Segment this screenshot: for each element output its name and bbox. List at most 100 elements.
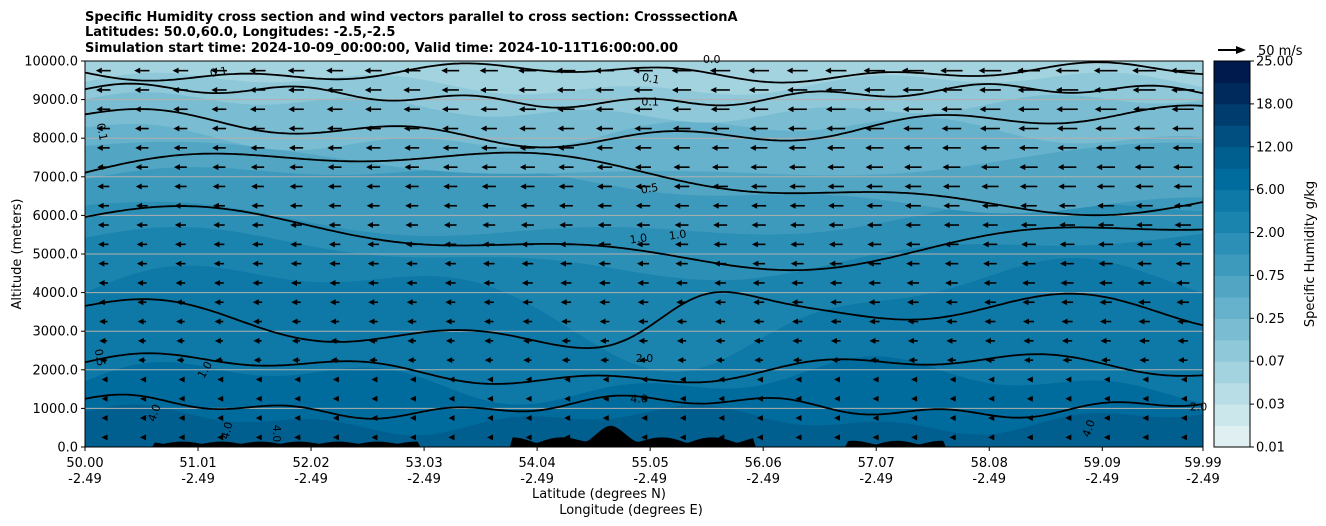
wind-arrow xyxy=(637,279,649,286)
wind-arrow xyxy=(635,183,651,190)
wind-arrowhead xyxy=(367,222,374,229)
wind-arrow xyxy=(788,144,807,151)
wind-arrowhead xyxy=(940,86,947,93)
wind-arrowhead xyxy=(288,144,295,151)
wind-arrow xyxy=(255,376,262,383)
wind-arrow xyxy=(403,106,420,113)
wind-arrow xyxy=(1096,164,1116,171)
wind-arrowhead xyxy=(96,125,103,132)
wind-arrow xyxy=(710,86,730,93)
wind-arrowhead xyxy=(750,164,757,171)
x-axis-label-longitude: Longitude (degrees E) xyxy=(559,503,703,518)
wind-arrow xyxy=(790,260,804,267)
wind-arrow xyxy=(596,144,613,151)
wind-arrowhead xyxy=(518,86,525,93)
wind-arrowhead xyxy=(718,376,725,383)
wind-arrow xyxy=(211,86,227,93)
wind-reference-key: 50 m/s xyxy=(1218,44,1303,59)
wind-arrow xyxy=(751,222,766,229)
wind-arrow xyxy=(1180,415,1187,422)
wind-arrow xyxy=(906,260,920,267)
wind-arrow xyxy=(448,395,455,402)
wind-arrow xyxy=(749,106,769,113)
wind-arrow xyxy=(597,202,612,209)
wind-arrowhead xyxy=(173,144,180,151)
wind-arrow xyxy=(557,106,575,113)
wind-arrowhead xyxy=(559,222,566,229)
wind-arrowhead xyxy=(522,337,529,344)
wind-arrowhead xyxy=(99,318,106,325)
wind-arrow xyxy=(903,125,923,132)
wind-arrowhead xyxy=(1097,222,1104,229)
wind-arrowhead xyxy=(294,376,301,383)
wind-arrowhead xyxy=(443,183,450,190)
wind-arrow xyxy=(902,106,923,113)
wind-arrowhead xyxy=(1103,415,1110,422)
wind-arrow xyxy=(791,299,803,306)
wind-arrowhead xyxy=(522,318,529,325)
wind-arrowhead xyxy=(172,67,179,74)
wind-arrowhead xyxy=(173,164,180,171)
wind-arrowhead xyxy=(1177,318,1184,325)
wind-arrowhead xyxy=(1180,376,1187,383)
wind-arrowhead xyxy=(1176,299,1183,306)
wind-arrowhead xyxy=(786,67,793,74)
wind-arrow xyxy=(173,106,188,113)
wind-arrowhead xyxy=(1174,222,1181,229)
wind-arrow xyxy=(1059,241,1075,248)
wind-arrow xyxy=(1018,144,1039,151)
wind-arrowhead xyxy=(557,144,564,151)
wind-arrowhead xyxy=(949,434,956,441)
wind-arrow xyxy=(135,164,149,171)
wind-arrow xyxy=(253,318,262,325)
contour-label-4: 0.1 xyxy=(641,95,659,108)
wind-arrow xyxy=(251,183,264,190)
wind-arrowhead xyxy=(942,144,949,151)
contour-label-8: 0.5 xyxy=(92,348,108,367)
wind-arrowhead xyxy=(749,144,756,151)
colorbar-tick-label-5: 2.00 xyxy=(1256,226,1285,241)
wind-arrow xyxy=(834,395,841,402)
colorbar-segment-11 xyxy=(1214,189,1250,212)
wind-arrowhead xyxy=(789,183,796,190)
wind-arrowhead xyxy=(1142,376,1149,383)
wind-arrowhead xyxy=(673,144,680,151)
wind-arrow xyxy=(638,357,648,364)
wind-arrow xyxy=(980,144,1000,151)
wind-arrowhead xyxy=(1175,241,1182,248)
wind-arrow xyxy=(98,241,109,248)
wind-arrow xyxy=(519,144,536,151)
wind-arrow xyxy=(597,183,612,190)
wind-arrow xyxy=(1061,337,1073,344)
wind-arrow xyxy=(942,164,961,171)
wind-arrow xyxy=(174,222,187,229)
wind-arrow xyxy=(713,260,727,267)
wind-arrowhead xyxy=(1180,434,1187,441)
wind-arrowhead xyxy=(828,222,835,229)
wind-arrowhead xyxy=(1103,395,1110,402)
contour-label-2: 0.0 xyxy=(703,53,721,66)
wind-arrow xyxy=(140,395,147,402)
wind-arrowhead xyxy=(829,279,836,286)
wind-arrowhead xyxy=(1023,318,1030,325)
wind-arrowhead xyxy=(406,279,413,286)
wind-arrowhead xyxy=(558,164,565,171)
wind-arrow xyxy=(1098,260,1113,267)
wind-arrow xyxy=(903,144,923,151)
wind-arrow xyxy=(251,202,264,209)
wind-arrow xyxy=(289,202,303,209)
wind-arrowhead xyxy=(1098,241,1105,248)
wind-arrowhead xyxy=(985,357,992,364)
wind-arrowhead xyxy=(294,434,301,441)
wind-arrowhead xyxy=(907,318,914,325)
wind-arrow xyxy=(637,299,649,306)
wind-arrowhead xyxy=(290,260,297,267)
wind-arrow xyxy=(329,260,340,267)
wind-arrowhead xyxy=(834,376,841,383)
wind-arrowhead xyxy=(406,299,413,306)
wind-arrow xyxy=(556,86,576,93)
wind-arrowhead xyxy=(676,337,683,344)
wind-arrowhead xyxy=(98,241,105,248)
wind-arrow xyxy=(251,241,264,248)
wind-arrowhead xyxy=(638,337,645,344)
